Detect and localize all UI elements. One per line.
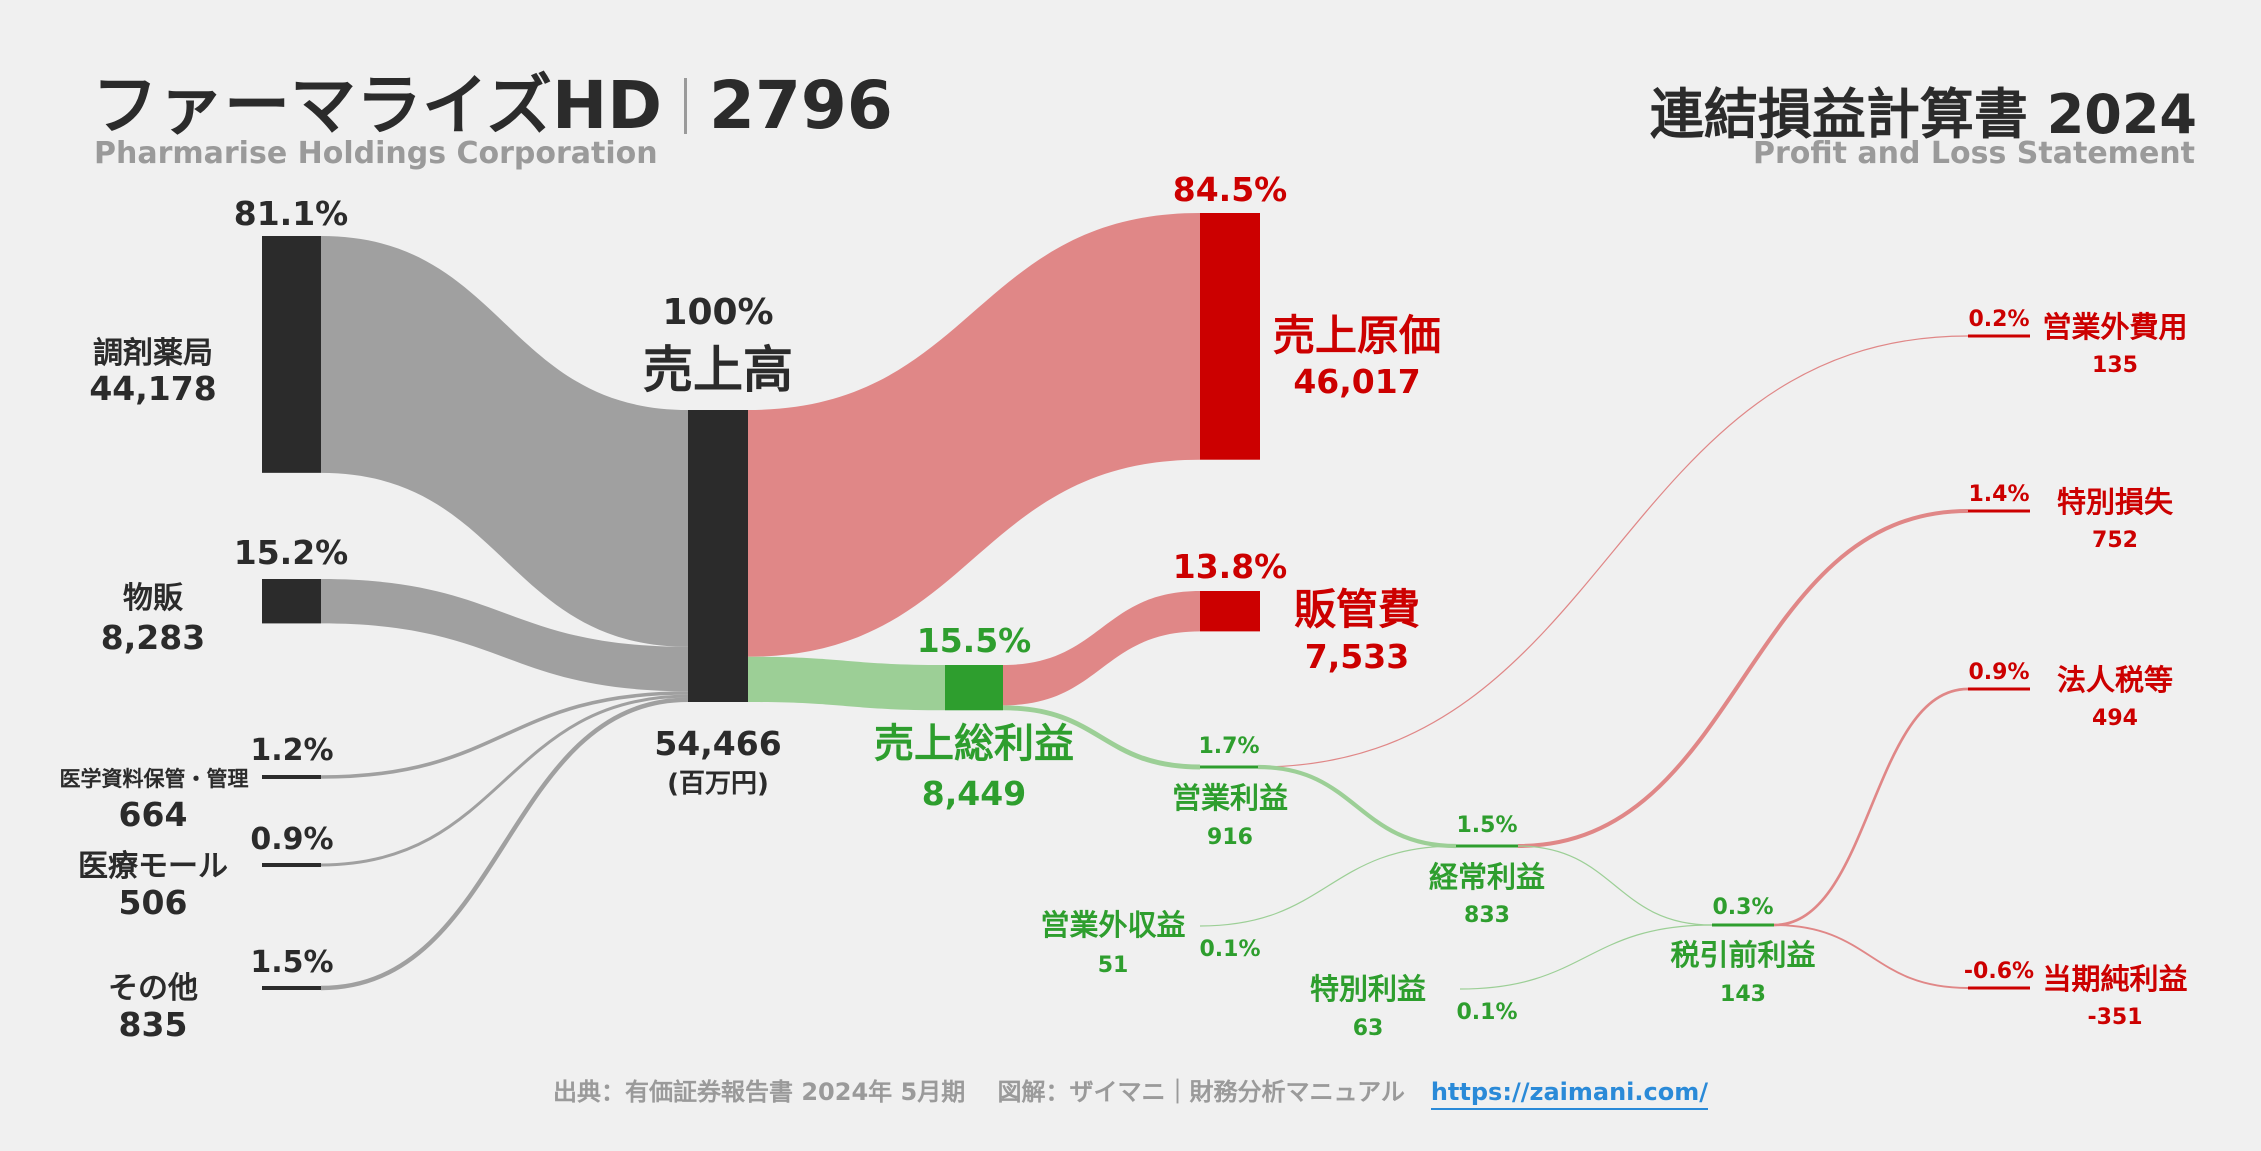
value-net: -351 [2087, 1005, 2142, 1030]
value-gross: 8,449 [922, 774, 1026, 813]
flow-sonota-revenue [320, 697, 689, 991]
pct-ext_gain: 0.1% [1456, 1000, 1517, 1025]
pct-tax: 0.9% [1968, 660, 2029, 685]
value-iryo_shiryo: 664 [119, 795, 188, 834]
pct-nonop_exp: 0.2% [1968, 307, 2029, 332]
company-title: ファーマライズHD 2796 [92, 52, 893, 148]
label-ext_gain: 特別利益 [1310, 972, 1426, 1006]
flow-pretax-net [1773, 924, 1969, 989]
flow-pretax-tax [1773, 687, 1969, 927]
site-link[interactable]: https://zaimani.com/ [1430, 1078, 1708, 1110]
value-tax: 494 [2092, 706, 2138, 731]
label-sonota: その他 [108, 971, 198, 1006]
pct-ordinary: 1.5% [1456, 813, 1517, 838]
pct-chozai: 81.1% [234, 194, 349, 233]
label-gross: 売上総利益 [874, 721, 1074, 767]
stock-code: 2796 [709, 67, 893, 144]
node-bar-gross [945, 665, 1003, 711]
flow-gross-op [1002, 705, 1201, 770]
node-bar-buppan [262, 579, 321, 624]
value-cogs: 46,017 [1293, 362, 1420, 401]
label-op: 営業利益 [1172, 781, 1288, 815]
value-buppan: 8,283 [101, 618, 205, 657]
pct-ext_loss: 1.4% [1968, 482, 2029, 507]
pct-revenue: 100% [662, 292, 773, 333]
pct-gross: 15.5% [917, 621, 1032, 660]
pct-sonota: 1.5% [250, 945, 333, 980]
pct-sga: 13.8% [1173, 547, 1288, 586]
label-ordinary: 経常利益 [1429, 860, 1545, 894]
flow-gross-sga [1003, 591, 1200, 706]
value-ordinary: 833 [1464, 903, 1510, 928]
node-bar-cogs [1200, 213, 1260, 460]
value-revenue: 54,466 [654, 724, 781, 763]
value-sga: 7,533 [1305, 637, 1409, 676]
flow-revenue-gross [748, 656, 945, 711]
node-bar-chozai [262, 236, 321, 473]
value-op: 916 [1207, 825, 1253, 850]
value-pretax: 143 [1720, 982, 1766, 1007]
value-chozai: 44,178 [89, 369, 216, 408]
value-nonop_exp: 135 [2092, 353, 2138, 378]
label-ext_loss: 特別損失 [2057, 485, 2174, 519]
label-revenue: 売上高 [643, 341, 793, 399]
flow-ordinary-ext_loss [1517, 508, 1969, 849]
flow-revenue-cogs [748, 213, 1200, 657]
label-sga: 販管費 [1294, 585, 1420, 634]
flow-iryo_shiryo-revenue [320, 691, 689, 779]
flow-chozai-revenue [321, 236, 688, 647]
node-bar-sga [1200, 591, 1260, 632]
flow-ordinary-pretax [1517, 845, 1713, 926]
label-pretax: 税引前利益 [1670, 938, 1815, 972]
unit-label: (百万円) [667, 769, 769, 799]
pct-iryo_mall: 0.9% [250, 822, 333, 857]
value-ext_loss: 752 [2092, 528, 2138, 553]
pct-buppan: 15.2% [234, 533, 349, 572]
flow-nonop_inc-ordinary [1199, 845, 1457, 927]
flow-iryo_mall-revenue [320, 694, 689, 867]
label-net: 当期純利益 [2042, 962, 2187, 996]
footer: 出典：有価証券報告書 2024年 5月期 図解：ザイマニ｜財務分析マニュアル ht… [0, 1072, 2261, 1110]
statement-title: 連結損益計算書 2024 [1649, 83, 2197, 146]
pct-pretax: 0.3% [1712, 895, 1773, 920]
value-sonota: 835 [119, 1005, 188, 1044]
pct-net: -0.6% [1964, 959, 2034, 984]
pct-cogs: 84.5% [1173, 170, 1288, 209]
label-nonop_exp: 営業外費用 [2042, 310, 2187, 344]
flow-ext_gain-pretax [1459, 924, 1713, 990]
company-name-en: Pharmarise Holdings Corporation [94, 136, 658, 171]
flow-buppan-revenue [321, 579, 688, 692]
label-iryo_shiryo: 医学資料保管・管理 [60, 767, 249, 791]
label-iryo_mall: 医療モール [78, 849, 228, 884]
company-name: ファーマライズHD [92, 67, 663, 144]
pct-nonop_inc: 0.1% [1199, 937, 1260, 962]
label-nonop_inc: 営業外収益 [1040, 908, 1185, 942]
flow-op-nonop_exp [1257, 335, 1969, 768]
label-buppan: 物販 [123, 581, 184, 616]
pct-iryo_shiryo: 1.2% [250, 733, 333, 768]
label-cogs: 売上原価 [1273, 311, 1441, 360]
value-iryo_mall: 506 [119, 883, 188, 922]
source-note: 出典：有価証券報告書 2024年 5月期 図解：ザイマニ｜財務分析マニュアル [553, 1078, 1405, 1106]
flow-op-ordinary [1257, 764, 1457, 849]
value-nonop_inc: 51 [1098, 953, 1129, 978]
statement-title-en: Profit and Loss Statement [1752, 136, 2195, 171]
label-chozai: 調剤薬局 [93, 336, 213, 371]
label-tax: 法人税等 [2057, 663, 2173, 697]
title-separator [684, 78, 688, 134]
value-ext_gain: 63 [1353, 1016, 1384, 1041]
pct-op: 1.7% [1198, 734, 1259, 759]
node-bar-revenue [688, 410, 748, 702]
